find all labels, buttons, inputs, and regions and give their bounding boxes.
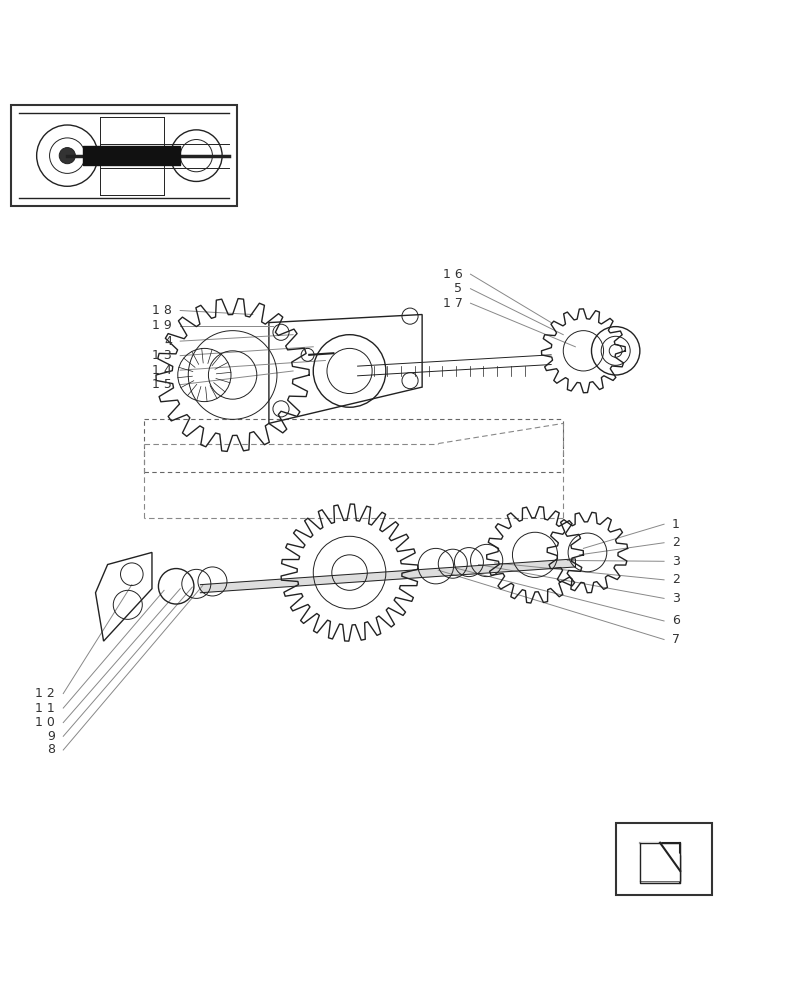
Polygon shape <box>200 559 575 593</box>
Text: 1 9: 1 9 <box>152 319 172 332</box>
Text: 7: 7 <box>672 633 680 646</box>
Polygon shape <box>639 843 680 881</box>
Text: 1 1: 1 1 <box>36 702 55 715</box>
Text: 6: 6 <box>672 614 679 627</box>
Text: 1 8: 1 8 <box>152 304 172 317</box>
Text: 5: 5 <box>454 282 462 295</box>
Text: 1 2: 1 2 <box>36 687 55 700</box>
Text: 1 3: 1 3 <box>152 349 172 362</box>
Text: 2: 2 <box>672 573 679 586</box>
Circle shape <box>59 148 75 164</box>
Text: 1 4: 1 4 <box>152 364 172 377</box>
FancyBboxPatch shape <box>11 105 236 206</box>
Text: 1 0: 1 0 <box>35 716 55 729</box>
FancyBboxPatch shape <box>615 823 711 895</box>
Text: 9: 9 <box>47 730 55 743</box>
Text: 4: 4 <box>164 335 172 348</box>
Text: 1: 1 <box>672 518 679 531</box>
Text: 8: 8 <box>47 743 55 756</box>
Polygon shape <box>639 855 680 881</box>
Polygon shape <box>639 839 684 887</box>
Text: 3: 3 <box>672 592 679 605</box>
Text: 1 7: 1 7 <box>442 297 462 310</box>
Text: 1 5: 1 5 <box>152 378 172 391</box>
Text: 1 6: 1 6 <box>442 268 462 281</box>
Text: 2: 2 <box>672 536 679 549</box>
Text: 3: 3 <box>672 555 679 568</box>
